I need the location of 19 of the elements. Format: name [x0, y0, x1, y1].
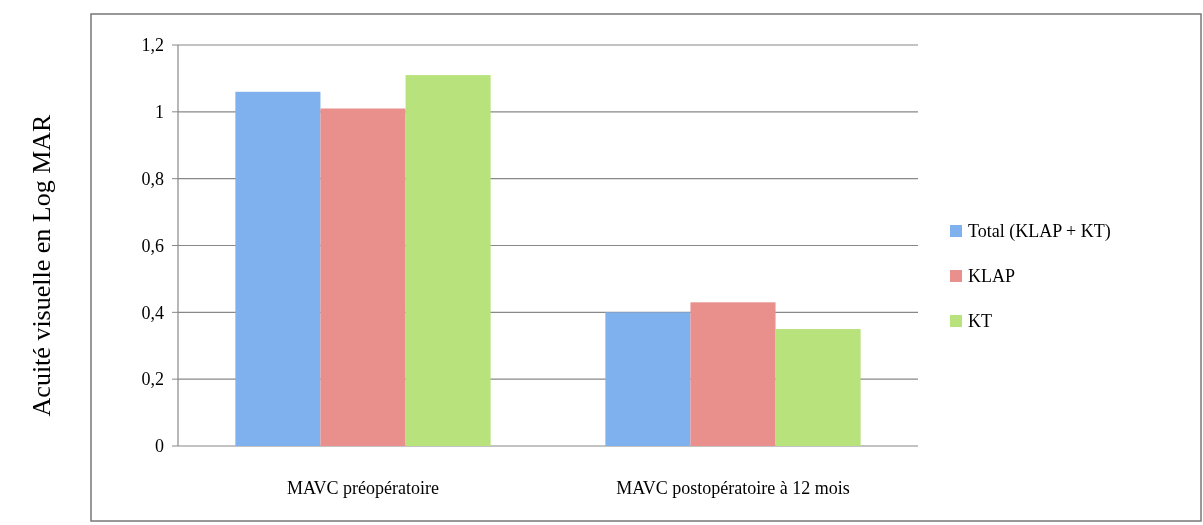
x-tick-label: MAVC préopératoire [286, 478, 440, 498]
y-axis-title: Acuité visuelle en Log MAR [27, 113, 56, 417]
y-tick-label: 0,6 [141, 235, 164, 256]
y-tick-label: 0 [155, 436, 164, 457]
y-tick-label: 1 [155, 102, 164, 123]
y-tick-label: 0,8 [141, 168, 164, 189]
x-tick-label: MAVC postopératoire à 12 mois [616, 478, 850, 498]
bar [320, 108, 406, 446]
legend-label: KT [968, 311, 992, 332]
y-tick-label: 0,2 [141, 369, 164, 390]
legend-label: Total (KLAP + KT) [968, 221, 1111, 243]
bar [690, 302, 776, 446]
bar [405, 75, 491, 446]
legend-label: KLAP [968, 266, 1016, 287]
bar [605, 312, 691, 446]
y-tick-label: 0,4 [141, 302, 164, 323]
y-tick-label: 1,2 [141, 35, 164, 56]
bar [775, 329, 861, 446]
bar [235, 91, 321, 446]
